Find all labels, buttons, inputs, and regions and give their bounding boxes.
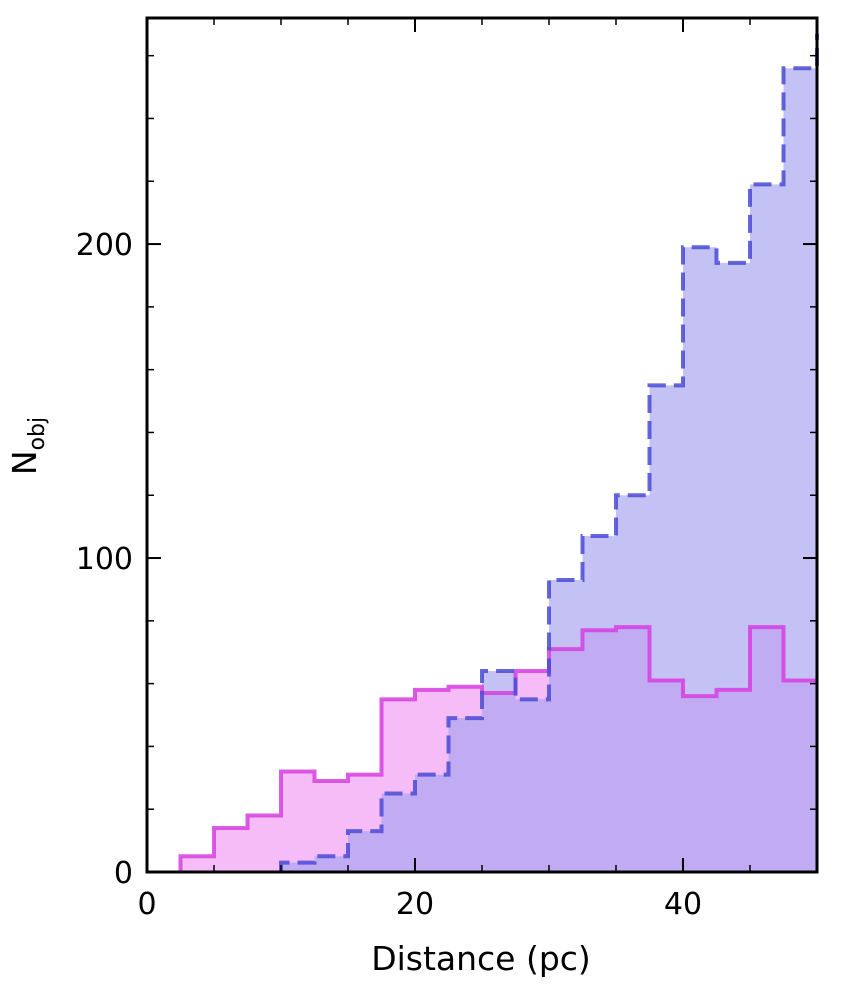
- y-tick-label: 0: [114, 856, 133, 891]
- bar: [616, 495, 650, 872]
- histogram-bars: [178, 33, 819, 872]
- y-tick-label: 200: [76, 228, 133, 263]
- bar: [482, 671, 516, 872]
- series-1: [281, 68, 817, 872]
- y-axis-label-subscript: obj: [25, 417, 50, 451]
- tick-labels: 0 20 40 0 100 200: [76, 228, 702, 922]
- bar: [549, 580, 583, 872]
- bar: [247, 815, 281, 872]
- x-tick-label: 0: [137, 887, 156, 922]
- bar: [783, 68, 817, 872]
- bar: [448, 718, 482, 872]
- bar: [515, 699, 549, 872]
- bar: [348, 831, 382, 872]
- bar: [649, 385, 683, 872]
- bar: [683, 247, 717, 872]
- bar: [281, 862, 315, 872]
- bar: [381, 793, 415, 872]
- bar: [314, 856, 348, 872]
- x-tick-label: 40: [664, 887, 702, 922]
- tick-marks: [146, 18, 817, 873]
- y-axis-label: Nobj: [5, 417, 50, 475]
- bar: [750, 184, 784, 872]
- bar: [281, 771, 315, 872]
- bar: [214, 828, 248, 872]
- bar: [415, 774, 449, 872]
- bar: [582, 536, 616, 872]
- x-axis-label: Distance (pc): [371, 939, 591, 978]
- x-tick-label: 20: [396, 887, 434, 922]
- y-tick-label: 100: [76, 542, 133, 577]
- bar: [180, 856, 214, 872]
- series-outline: [279, 33, 819, 872]
- y-axis-label-main: N: [5, 450, 44, 475]
- bar: [716, 262, 750, 872]
